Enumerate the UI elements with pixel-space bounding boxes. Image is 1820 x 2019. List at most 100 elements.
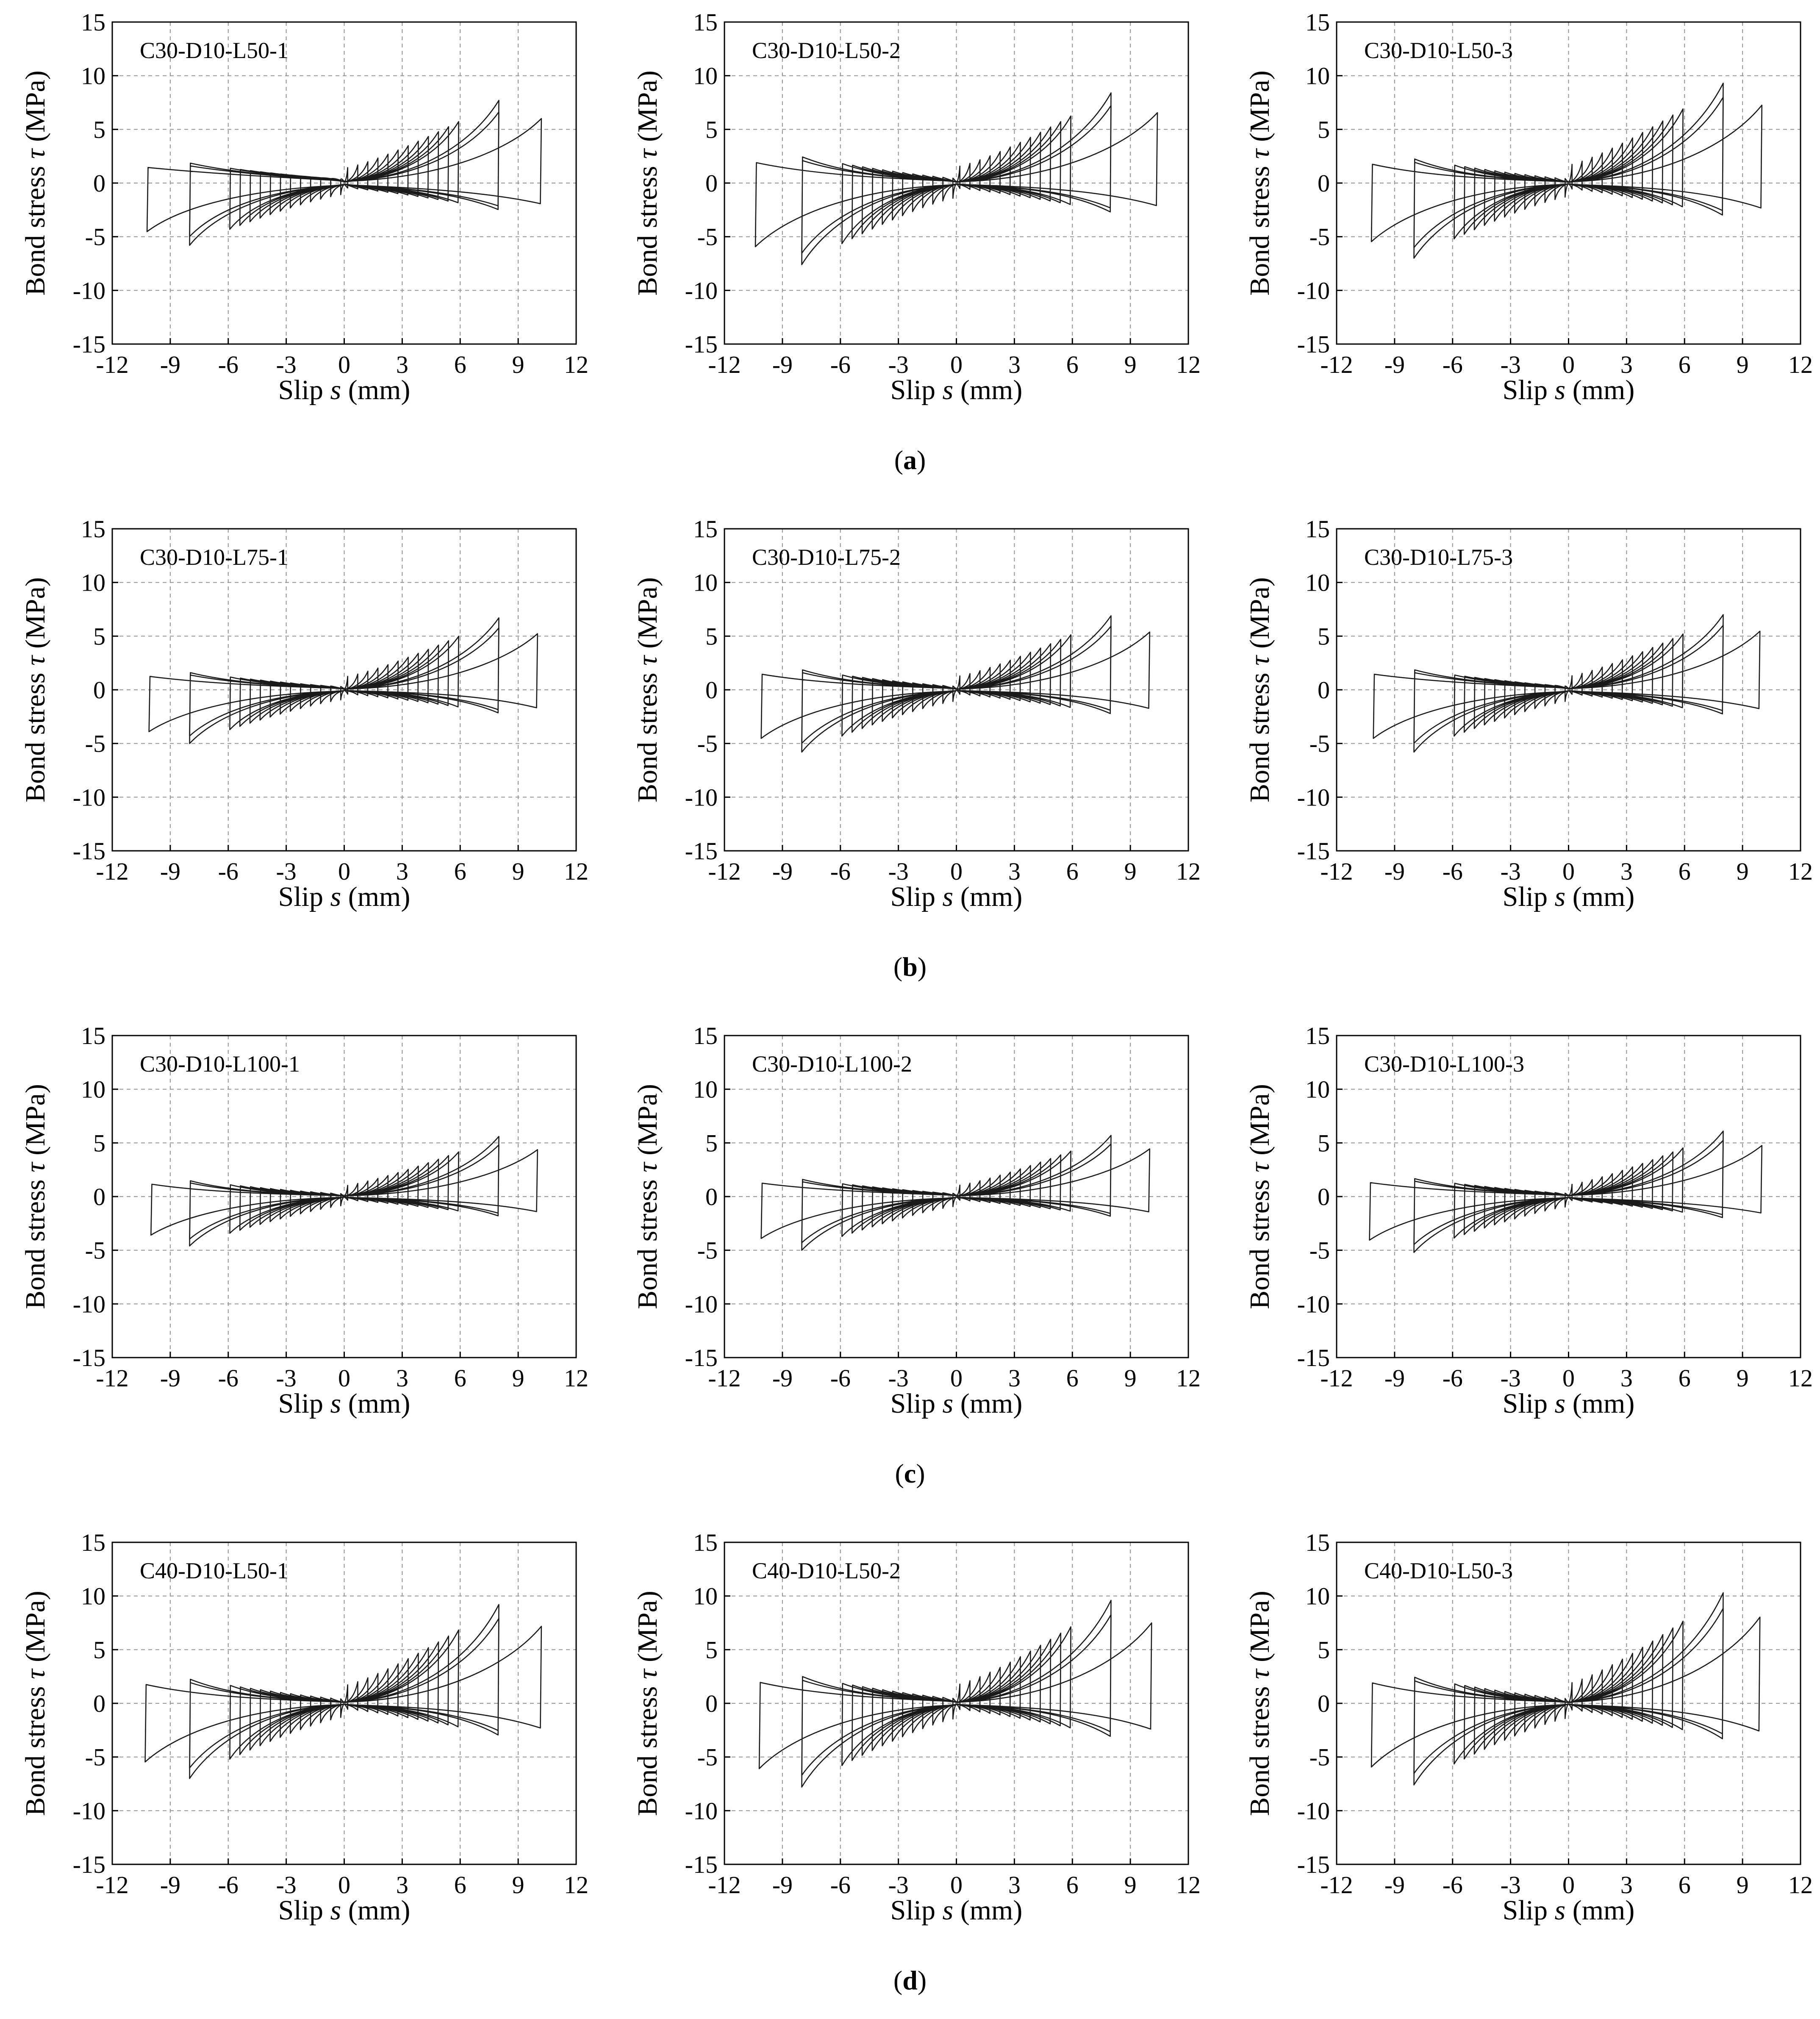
y-tick-label: 0 [93, 1183, 105, 1211]
x-tick-label: -12 [96, 1364, 128, 1392]
y-tick-label: 10 [81, 1583, 105, 1610]
y-tick-label: 10 [693, 569, 718, 597]
x-tick-label: -12 [96, 1871, 128, 1899]
x-tick-label: -9 [160, 351, 180, 378]
panel-title: C30-D10-L75-3 [1364, 544, 1513, 570]
y-tick-label: 5 [93, 622, 105, 650]
x-tick-label: -3 [1500, 351, 1520, 378]
y-tick-label: -10 [73, 783, 105, 811]
y-tick-label: 10 [1305, 1076, 1330, 1103]
x-tick-label: 0 [1562, 1364, 1575, 1392]
gridlines [112, 1542, 576, 1864]
panel-title: C30-D10-L100-3 [1364, 1051, 1524, 1077]
x-tick-label: -9 [160, 1871, 180, 1899]
hysteresis-curve [758, 1600, 1152, 1788]
hysteresis-curve [146, 100, 542, 246]
panel-title: C30-D10-L75-1 [140, 544, 289, 570]
y-tick-label: -15 [685, 1344, 718, 1372]
x-tick-label: 6 [1066, 351, 1079, 378]
x-tick-label: 9 [1124, 351, 1137, 378]
gridlines [1337, 529, 1801, 851]
y-tick-label: -10 [73, 1290, 105, 1318]
x-tick-label: 9 [512, 1871, 524, 1899]
y-tick-label: -5 [1310, 223, 1330, 251]
hysteresis-curve [150, 1136, 538, 1247]
y-axis-label: Bond stress τ (MPa) [1244, 70, 1275, 295]
y-tick-label: 0 [705, 1183, 718, 1211]
y-axis-label: Bond stress τ (MPa) [632, 1591, 663, 1816]
hysteresis-curve [760, 1135, 1151, 1251]
x-tick-label: -12 [1320, 858, 1353, 885]
y-axis-ticks: 15 10 5 0 -5 -10 -15 [685, 515, 730, 865]
row-caption-b: (b) [893, 952, 927, 982]
x-tick-label: 0 [950, 1364, 963, 1392]
x-tick-label: 0 [950, 351, 963, 378]
gridlines [724, 529, 1188, 851]
panel-title: C40-D10-L50-1 [140, 1558, 289, 1583]
y-tick-label: -5 [85, 730, 105, 758]
x-tick-label: -12 [708, 1364, 741, 1392]
x-axis-ticks: -12 -9 -6 -3 0 3 6 9 12 [708, 1352, 1201, 1392]
x-tick-label: 12 [564, 858, 588, 885]
x-tick-label: 6 [454, 858, 466, 885]
x-tick-label: -9 [1384, 1871, 1405, 1899]
x-tick-label: -3 [888, 1871, 908, 1899]
x-tick-label: -3 [888, 858, 908, 885]
x-axis-label: Slip s (mm) [1503, 881, 1635, 912]
curve-negative-slip [148, 672, 345, 744]
gridlines [112, 22, 576, 344]
y-tick-label: 5 [705, 1129, 718, 1157]
x-axis-label: Slip s (mm) [891, 1895, 1023, 1926]
chart-panel-C40-D10-L50-1: -12 -9 -6 -3 0 3 6 9 12 15 10 5 0 -5 -10 -15 Slip s (mm)… [20, 1529, 588, 1926]
x-tick-label: 3 [1008, 858, 1021, 885]
x-tick-label: -12 [708, 858, 741, 885]
curve-positive-slip [1568, 1130, 1763, 1218]
x-tick-label: 0 [338, 1871, 350, 1899]
y-tick-label: -5 [1310, 730, 1330, 758]
x-tick-label: 12 [1788, 1364, 1813, 1392]
row-caption-d: (d) [893, 1965, 927, 1995]
x-tick-label: 12 [564, 1871, 588, 1899]
x-axis-ticks: -12 -9 -6 -3 0 3 6 9 12 [96, 1352, 588, 1392]
x-tick-label: 12 [1788, 1871, 1813, 1899]
curve-negative-slip [1371, 158, 1569, 259]
chart-panel-C30-D10-L75-3: -12 -9 -6 -3 0 3 6 9 12 15 10 5 0 -5 -10 -15 Slip s (mm)… [1244, 515, 1813, 912]
y-tick-label: -15 [73, 837, 105, 865]
x-axis-label: Slip s (mm) [1503, 375, 1635, 405]
chart-panels: -12 -9 -6 -3 0 3 6 9 12 15 10 5 0 -5 -10 -15 Slip s (mm)… [20, 8, 1813, 1926]
y-tick-label: 0 [1318, 676, 1330, 704]
panel-title: C40-D10-L50-3 [1364, 1558, 1513, 1583]
x-tick-label: -3 [888, 1364, 908, 1392]
x-tick-label: -3 [276, 1364, 296, 1392]
x-axis-label: Slip s (mm) [278, 1895, 411, 1926]
y-tick-label: 10 [81, 62, 105, 90]
y-tick-label: 15 [81, 1529, 105, 1556]
x-tick-label: 3 [1008, 1871, 1021, 1899]
x-tick-label: 0 [1562, 351, 1575, 378]
y-axis-label: Bond stress τ (MPa) [1244, 1084, 1275, 1309]
hysteresis-curve [148, 617, 538, 744]
y-tick-label: -5 [85, 223, 105, 251]
x-axis-ticks: -12 -9 -6 -3 0 3 6 9 12 [1320, 1858, 1813, 1899]
gridlines [1337, 1542, 1801, 1864]
x-axis-ticks: -12 -9 -6 -3 0 3 6 9 12 [708, 1858, 1201, 1899]
curve-positive-slip [344, 1136, 538, 1216]
x-tick-label: 6 [1679, 858, 1691, 885]
y-tick-label: 5 [1318, 622, 1330, 650]
x-axis-label: Slip s (mm) [891, 375, 1023, 405]
y-axis-label: Bond stress τ (MPa) [20, 1084, 51, 1309]
x-tick-label: 12 [1176, 351, 1201, 378]
row-caption-c: (c) [895, 1458, 925, 1489]
x-axis-ticks: -12 -9 -6 -3 0 3 6 9 12 [96, 1858, 588, 1899]
y-tick-label: 5 [1318, 1129, 1330, 1157]
x-tick-label: 3 [1620, 858, 1633, 885]
y-tick-label: 15 [693, 515, 718, 543]
x-tick-label: 6 [1066, 1871, 1079, 1899]
y-axis-ticks: 15 10 5 0 -5 -10 -15 [73, 1529, 118, 1878]
panel-title: C30-D10-L50-3 [1364, 38, 1513, 63]
chart-panel-C30-D10-L75-2: -12 -9 -6 -3 0 3 6 9 12 15 10 5 0 -5 -10 -15 Slip s (mm)… [632, 515, 1201, 912]
x-tick-label: -6 [1443, 351, 1463, 378]
x-tick-label: 9 [1737, 858, 1749, 885]
y-tick-label: 15 [81, 1022, 105, 1050]
curve-negative-slip [1373, 669, 1569, 753]
